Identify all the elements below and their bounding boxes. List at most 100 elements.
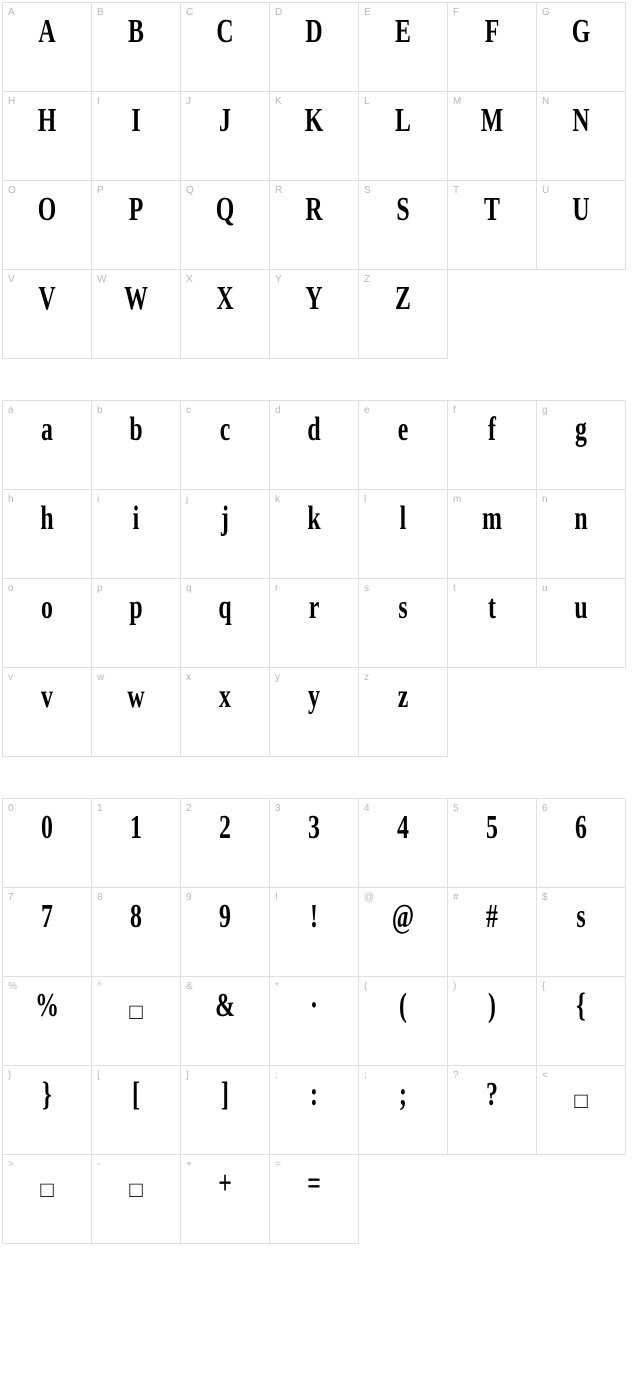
glyph-cell[interactable]: $s <box>536 887 626 977</box>
glyph-cell[interactable]: 11 <box>91 798 181 888</box>
glyph-cell[interactable]: [[ <box>91 1065 181 1155</box>
glyph-cell[interactable]: 99 <box>180 887 270 977</box>
glyph-cell[interactable]: <□ <box>536 1065 626 1155</box>
glyph-cell[interactable]: ll <box>358 489 448 579</box>
glyph-cell[interactable]: tt <box>447 578 537 668</box>
glyph-cell[interactable]: ee <box>358 400 448 490</box>
glyph-cell[interactable]: SS <box>358 180 448 270</box>
glyph-cell[interactable]: 55 <box>447 798 537 888</box>
glyph-cell[interactable]: gg <box>536 400 626 490</box>
glyph-cell[interactable]: 44 <box>358 798 448 888</box>
glyph-cell[interactable]: cc <box>180 400 270 490</box>
glyph-display: Q <box>194 193 256 227</box>
glyph-cell[interactable]: 22 <box>180 798 270 888</box>
glyph-key-label: 0 <box>8 803 14 814</box>
glyph-cell[interactable]: xx <box>180 667 270 757</box>
glyph-cell[interactable]: ## <box>447 887 537 977</box>
glyph-key-label: p <box>97 583 103 594</box>
glyph-cell[interactable]: 77 <box>2 887 92 977</box>
glyph-key-label: D <box>275 7 282 18</box>
glyph-cell[interactable]: NN <box>536 91 626 181</box>
glyph-cell[interactable]: EE <box>358 2 448 92</box>
glyph-cell[interactable]: ^□ <box>91 976 181 1066</box>
glyph-cell[interactable]: ww <box>91 667 181 757</box>
glyph-cell[interactable]: PP <box>91 180 181 270</box>
glyph-cell[interactable]: !! <box>269 887 359 977</box>
glyph-display: O <box>16 193 78 227</box>
glyph-key-label: ? <box>453 1070 459 1081</box>
glyph-cell[interactable]: DD <box>269 2 359 92</box>
glyph-cell[interactable]: pp <box>91 578 181 668</box>
glyph-cell[interactable]: OO <box>2 180 92 270</box>
glyph-cell[interactable]: :: <box>269 1065 359 1155</box>
glyph-cell[interactable]: uu <box>536 578 626 668</box>
glyph-cell[interactable]: GG <box>536 2 626 92</box>
glyph-cell[interactable]: II <box>91 91 181 181</box>
glyph-display: n <box>550 502 612 536</box>
glyph-cell[interactable]: oo <box>2 578 92 668</box>
glyph-cell[interactable]: kk <box>269 489 359 579</box>
glyph-key-label: g <box>542 405 548 416</box>
glyph-cell[interactable]: VV <box>2 269 92 359</box>
glyph-cell[interactable]: TT <box>447 180 537 270</box>
glyph-cell[interactable]: 66 <box>536 798 626 888</box>
glyph-cell[interactable]: ]] <box>180 1065 270 1155</box>
glyph-cell[interactable]: ff <box>447 400 537 490</box>
glyph-cell[interactable]: *· <box>269 976 359 1066</box>
glyph-cell[interactable]: ?? <box>447 1065 537 1155</box>
glyph-cell[interactable]: FF <box>447 2 537 92</box>
glyph-cell[interactable]: ss <box>358 578 448 668</box>
glyph-cell[interactable]: QQ <box>180 180 270 270</box>
glyph-cell[interactable]: UU <box>536 180 626 270</box>
glyph-cell[interactable]: vv <box>2 667 92 757</box>
glyph-cell[interactable]: mm <box>447 489 537 579</box>
glyph-key-label: A <box>8 7 15 18</box>
glyph-cell[interactable]: rr <box>269 578 359 668</box>
glyph-cell[interactable]: 33 <box>269 798 359 888</box>
glyph-cell[interactable]: BB <box>91 2 181 92</box>
glyph-cell[interactable]: LL <box>358 91 448 181</box>
glyph-cell[interactable]: == <box>269 1154 359 1244</box>
glyph-cell[interactable]: -□ <box>91 1154 181 1244</box>
glyph-cell[interactable]: bb <box>91 400 181 490</box>
glyph-key-label: t <box>453 583 456 594</box>
glyph-cell[interactable]: XX <box>180 269 270 359</box>
glyph-cell[interactable]: ;; <box>358 1065 448 1155</box>
glyph-cell[interactable]: aa <box>2 400 92 490</box>
glyph-cell[interactable]: )) <box>447 976 537 1066</box>
glyph-cell[interactable]: JJ <box>180 91 270 181</box>
glyph-cell[interactable]: yy <box>269 667 359 757</box>
glyph-cell[interactable]: {{ <box>536 976 626 1066</box>
glyph-cell[interactable]: (( <box>358 976 448 1066</box>
glyph-key-label: l <box>364 494 366 505</box>
glyph-cell[interactable]: zz <box>358 667 448 757</box>
glyph-cell[interactable]: >□ <box>2 1154 92 1244</box>
glyph-cell[interactable]: && <box>180 976 270 1066</box>
glyph-cell[interactable]: jj <box>180 489 270 579</box>
glyph-display: f <box>461 413 523 447</box>
glyph-key-label: o <box>8 583 14 594</box>
glyph-cell[interactable]: MM <box>447 91 537 181</box>
glyph-cell[interactable]: RR <box>269 180 359 270</box>
glyph-key-label: V <box>8 274 15 285</box>
glyph-display: w <box>105 680 167 714</box>
glyph-key-label: F <box>453 7 459 18</box>
glyph-cell[interactable]: %% <box>2 976 92 1066</box>
glyph-cell[interactable]: WW <box>91 269 181 359</box>
glyph-cell[interactable]: HH <box>2 91 92 181</box>
glyph-cell[interactable]: hh <box>2 489 92 579</box>
glyph-cell[interactable]: dd <box>269 400 359 490</box>
glyph-cell[interactable]: CC <box>180 2 270 92</box>
glyph-cell[interactable]: 88 <box>91 887 181 977</box>
glyph-cell[interactable]: }} <box>2 1065 92 1155</box>
glyph-cell[interactable]: ZZ <box>358 269 448 359</box>
glyph-cell[interactable]: nn <box>536 489 626 579</box>
glyph-cell[interactable]: YY <box>269 269 359 359</box>
glyph-cell[interactable]: qq <box>180 578 270 668</box>
glyph-cell[interactable]: KK <box>269 91 359 181</box>
glyph-cell[interactable]: 00 <box>2 798 92 888</box>
glyph-cell[interactable]: AA <box>2 2 92 92</box>
glyph-cell[interactable]: ii <box>91 489 181 579</box>
glyph-cell[interactable]: ++ <box>180 1154 270 1244</box>
glyph-cell[interactable]: @@ <box>358 887 448 977</box>
